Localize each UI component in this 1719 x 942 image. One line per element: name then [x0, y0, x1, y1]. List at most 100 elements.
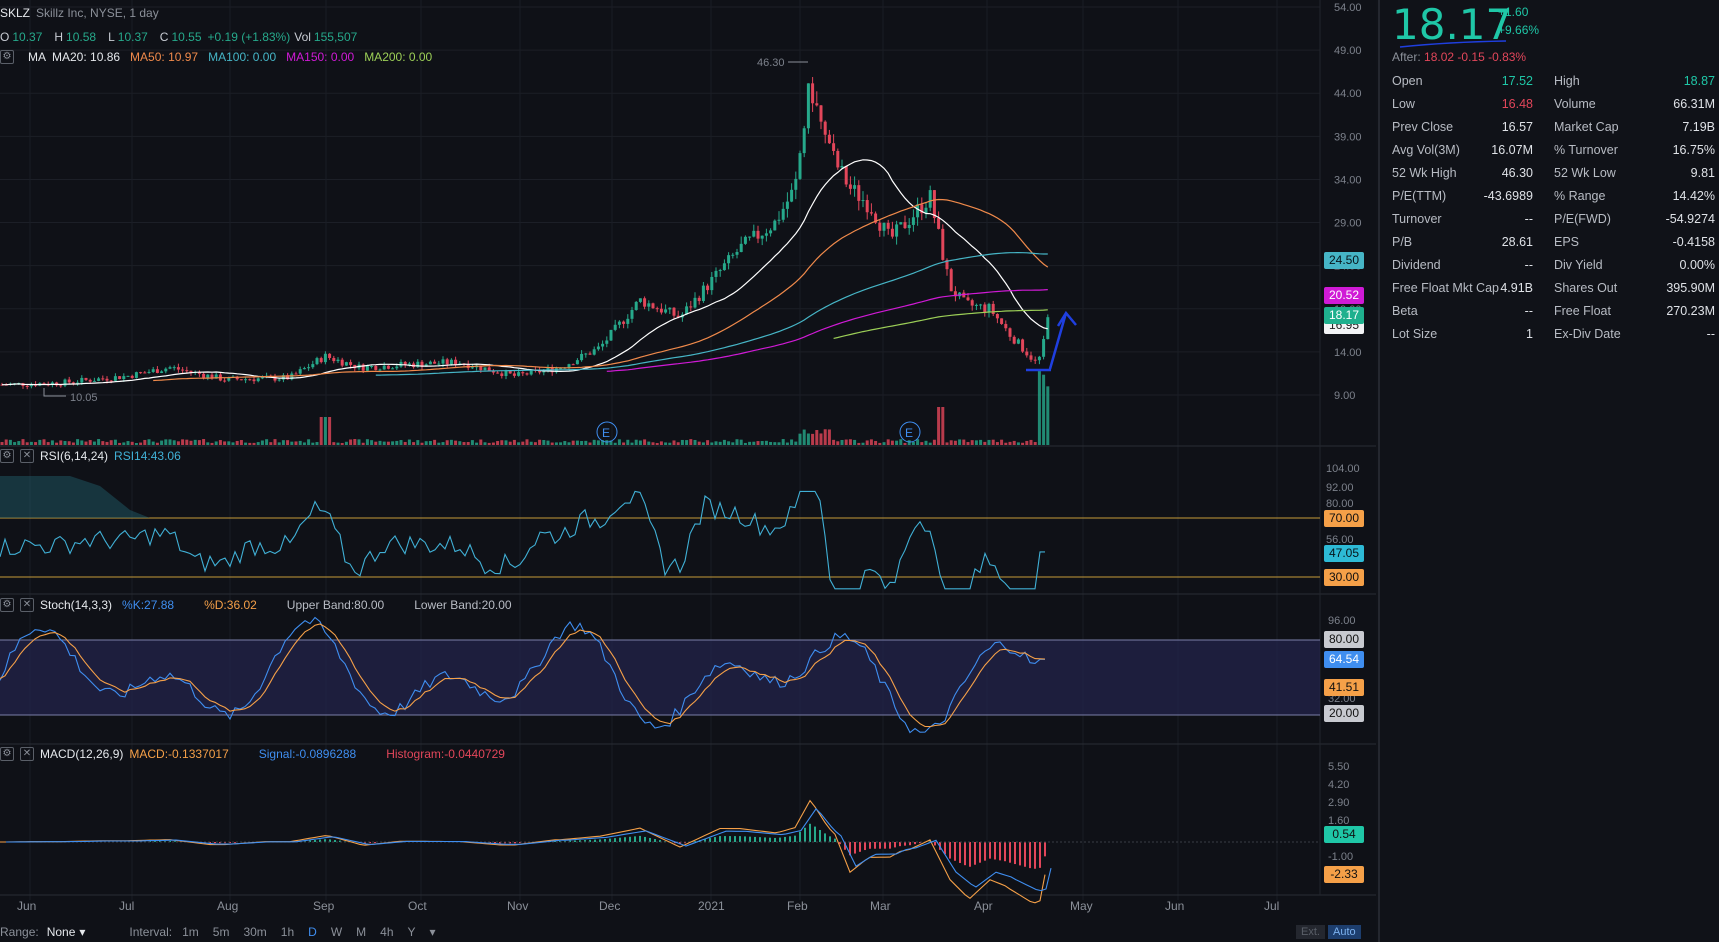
volume-bar: [987, 439, 991, 445]
volume-bar: [458, 441, 462, 445]
candle-body: [966, 297, 970, 301]
interval-30m[interactable]: 30m: [243, 925, 267, 939]
interval-d[interactable]: D: [308, 925, 317, 939]
stat-value: 395.90M: [1666, 281, 1715, 295]
macd-histogram-bar: [674, 842, 676, 844]
volume-bar: [550, 442, 554, 445]
close-icon[interactable]: ✕: [20, 449, 34, 463]
candle-body: [97, 378, 101, 381]
volume-bar: [181, 439, 185, 445]
quote-row: Low 16.48 Volume 66.31M: [1380, 97, 1719, 120]
volume-bar: [139, 442, 143, 445]
time-tick-label: Mar: [870, 899, 891, 913]
interval-y-label: Y: [407, 925, 416, 939]
candle-body: [731, 254, 735, 256]
stoch-tick-label: 96.00: [1328, 615, 1356, 627]
macd-histogram-bar: [764, 837, 766, 842]
interval-m[interactable]: M: [356, 925, 367, 939]
volume-bar: [118, 442, 122, 445]
candle-body: [122, 376, 126, 380]
volume-bar: [189, 440, 193, 445]
settings-icon[interactable]: ⚙: [0, 598, 14, 612]
close-icon[interactable]: ✕: [20, 598, 34, 612]
settings-icon[interactable]: ⚙: [0, 449, 14, 463]
volume-bar: [571, 440, 575, 445]
candle-body: [361, 364, 365, 371]
macd-histogram-bar: [514, 842, 516, 844]
volume-bar: [554, 442, 558, 445]
interval-w[interactable]: W: [330, 925, 343, 939]
ma200-label: MA200: 0.00: [364, 50, 433, 64]
candle-body: [403, 361, 407, 365]
interval-5m[interactable]: 5m: [212, 925, 230, 939]
candle-body: [277, 379, 281, 381]
close-icon[interactable]: ✕: [20, 747, 34, 761]
interval-4h[interactable]: 4h: [380, 925, 394, 939]
candle-body: [609, 329, 613, 341]
volume-bar: [916, 439, 920, 445]
candle-body: [584, 353, 588, 355]
candle-body: [395, 366, 399, 369]
earnings-marker[interactable]: [899, 421, 921, 443]
candle-body: [197, 371, 201, 374]
candle-body: [1021, 339, 1025, 352]
candle-body: [739, 243, 743, 253]
change-value: +0.19 (+1.83%): [207, 30, 291, 44]
volume-bar: [802, 429, 806, 445]
candle-body: [134, 372, 138, 378]
candle-body: [546, 367, 550, 371]
histogram-value: Histogram:-0.0440729: [386, 747, 505, 761]
macd-tick-label: 4.20: [1328, 779, 1349, 791]
candle-body: [92, 380, 96, 382]
candle-body: [756, 230, 760, 239]
volume-bar: [701, 442, 705, 445]
stoch-title: Stoch(14,3,3): [40, 598, 113, 612]
stat-label: Market Cap: [1554, 120, 1619, 134]
macd-histogram-bar: [929, 841, 931, 842]
candle-body: [932, 190, 936, 219]
volume-bar: [307, 439, 311, 445]
volume-bar: [504, 440, 508, 445]
candle-body: [496, 372, 500, 374]
last-price-tag: 18.17: [1324, 307, 1364, 324]
macd-tick-label: -1.00: [1328, 851, 1353, 863]
candle-body: [353, 364, 357, 369]
candle-body: [1000, 318, 1004, 324]
candle-body: [979, 304, 983, 306]
stat-label: Free Float: [1554, 304, 1611, 318]
candle-body: [890, 228, 894, 237]
candle-body: [735, 252, 739, 255]
volume-bar: [617, 439, 621, 445]
volume-bar: [937, 407, 941, 445]
volume-bar: [340, 442, 344, 445]
macd-histogram-bar: [809, 823, 811, 842]
macd-histogram-bar: [589, 839, 591, 842]
macd-histogram-bar: [634, 836, 636, 842]
chart-area[interactable]: 54.0049.0044.0039.0034.0029.0024.0019.00…: [0, 0, 1376, 942]
interval-1m[interactable]: 1m: [182, 925, 199, 939]
candle-body: [832, 143, 836, 151]
candle-body: [101, 378, 105, 380]
stoch-lower: Lower Band:20.00: [414, 598, 512, 612]
candle-body: [386, 365, 390, 369]
macd-histogram-bar: [599, 839, 601, 842]
ma-legend: ⚙ MA MA20: 10.86 MA50: 10.97 MA100: 0.00…: [0, 50, 438, 64]
earnings-marker[interactable]: [596, 421, 618, 443]
macd-histogram-bar: [154, 841, 156, 842]
ext-button[interactable]: Ext.: [1296, 925, 1325, 939]
volume-bar: [1000, 439, 1004, 445]
volume-bar: [63, 441, 67, 445]
volume-bar: [248, 442, 252, 445]
settings-icon[interactable]: ⚙: [0, 50, 14, 64]
settings-icon[interactable]: ⚙: [0, 747, 14, 761]
interval-y[interactable]: Y ▾: [408, 925, 450, 939]
macd-histogram-bar: [714, 837, 716, 842]
drawn-arrow[interactable]: [1026, 310, 1077, 372]
chart-canvas[interactable]: 54.0049.0044.0039.0034.0029.0024.0019.00…: [0, 0, 1376, 942]
candle-body: [420, 361, 424, 367]
candle-body: [710, 276, 714, 291]
interval-1h[interactable]: 1h: [280, 925, 295, 939]
auto-button[interactable]: Auto: [1328, 925, 1361, 939]
range-select[interactable]: None ▾: [47, 925, 100, 939]
candle-body: [987, 303, 991, 313]
